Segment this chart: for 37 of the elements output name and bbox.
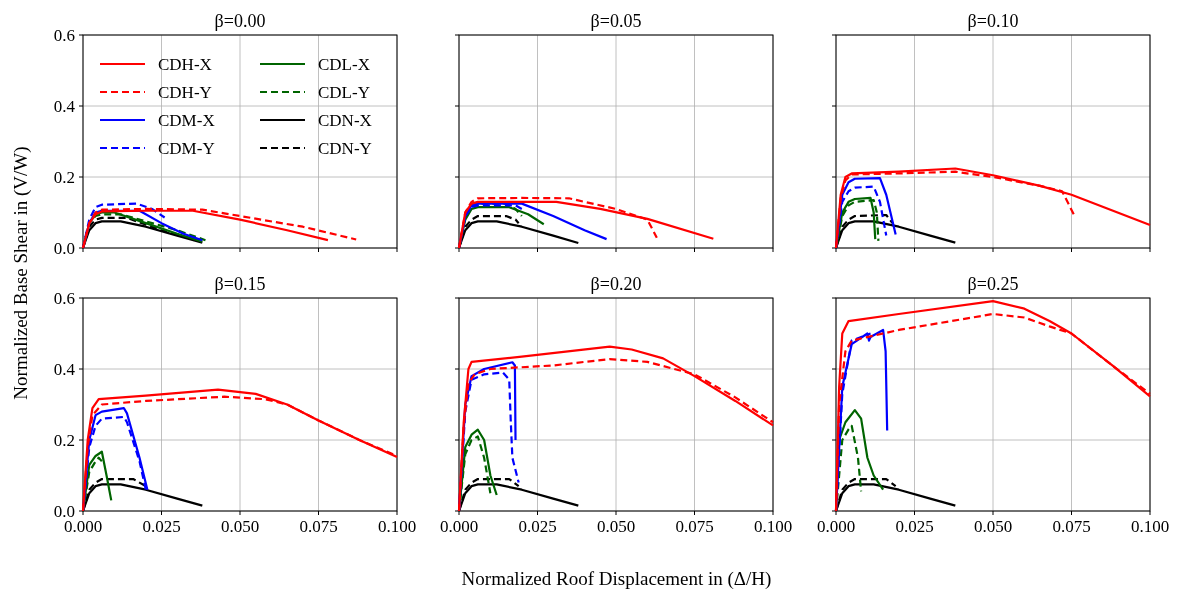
x-tick-label: 0.000 <box>439 517 479 536</box>
x-tick-label: 0.075 <box>299 517 338 536</box>
chart-title: β=0.05 <box>590 11 642 31</box>
legend-label: CDH-X <box>158 55 212 74</box>
x-tick-label: 0.050 <box>220 517 260 536</box>
chart-title: β=0.15 <box>214 274 266 294</box>
legend-label: CDN-Y <box>318 139 372 158</box>
x-tick-label: 0.100 <box>753 517 793 536</box>
x-tick-label: 0.000 <box>816 517 856 536</box>
x-axis-title: Normalized Roof Displacement in (Δ/H) <box>461 568 772 590</box>
x-tick-label: 0.025 <box>895 517 934 536</box>
x-tick-label: 0.050 <box>596 517 636 536</box>
y-tick-label: 0.4 <box>53 360 76 379</box>
legend-label: CDH-Y <box>158 83 212 102</box>
x-tick-label: 0.100 <box>377 517 417 536</box>
y-tick-label: 0.6 <box>53 289 75 308</box>
y-axis-title: Normalized Base Shear in (V/W) <box>10 146 32 400</box>
x-tick-label: 0.050 <box>973 517 1013 536</box>
y-tick-label: 0.2 <box>53 431 75 450</box>
y-tick-label: 0.0 <box>53 239 75 258</box>
x-tick-label: 0.025 <box>142 517 181 536</box>
x-tick-label: 0.025 <box>518 517 557 536</box>
legend-label: CDM-X <box>158 111 215 130</box>
legend-label: CDL-X <box>318 55 370 74</box>
x-tick-label: 0.075 <box>675 517 714 536</box>
chart-title: β=0.25 <box>967 274 1019 294</box>
legend-label: CDM-Y <box>158 139 215 158</box>
x-tick-label: 0.075 <box>1052 517 1091 536</box>
chart-title: β=0.00 <box>214 11 266 31</box>
legend-label: CDL-Y <box>318 83 370 102</box>
x-tick-label: 0.100 <box>1130 517 1170 536</box>
y-tick-label: 0.6 <box>53 26 75 45</box>
y-tick-label: 0.4 <box>53 97 76 116</box>
y-tick-label: 0.2 <box>53 168 75 187</box>
chart-title: β=0.10 <box>967 11 1019 31</box>
chart-title: β=0.20 <box>590 274 642 294</box>
legend-label: CDN-X <box>318 111 372 130</box>
